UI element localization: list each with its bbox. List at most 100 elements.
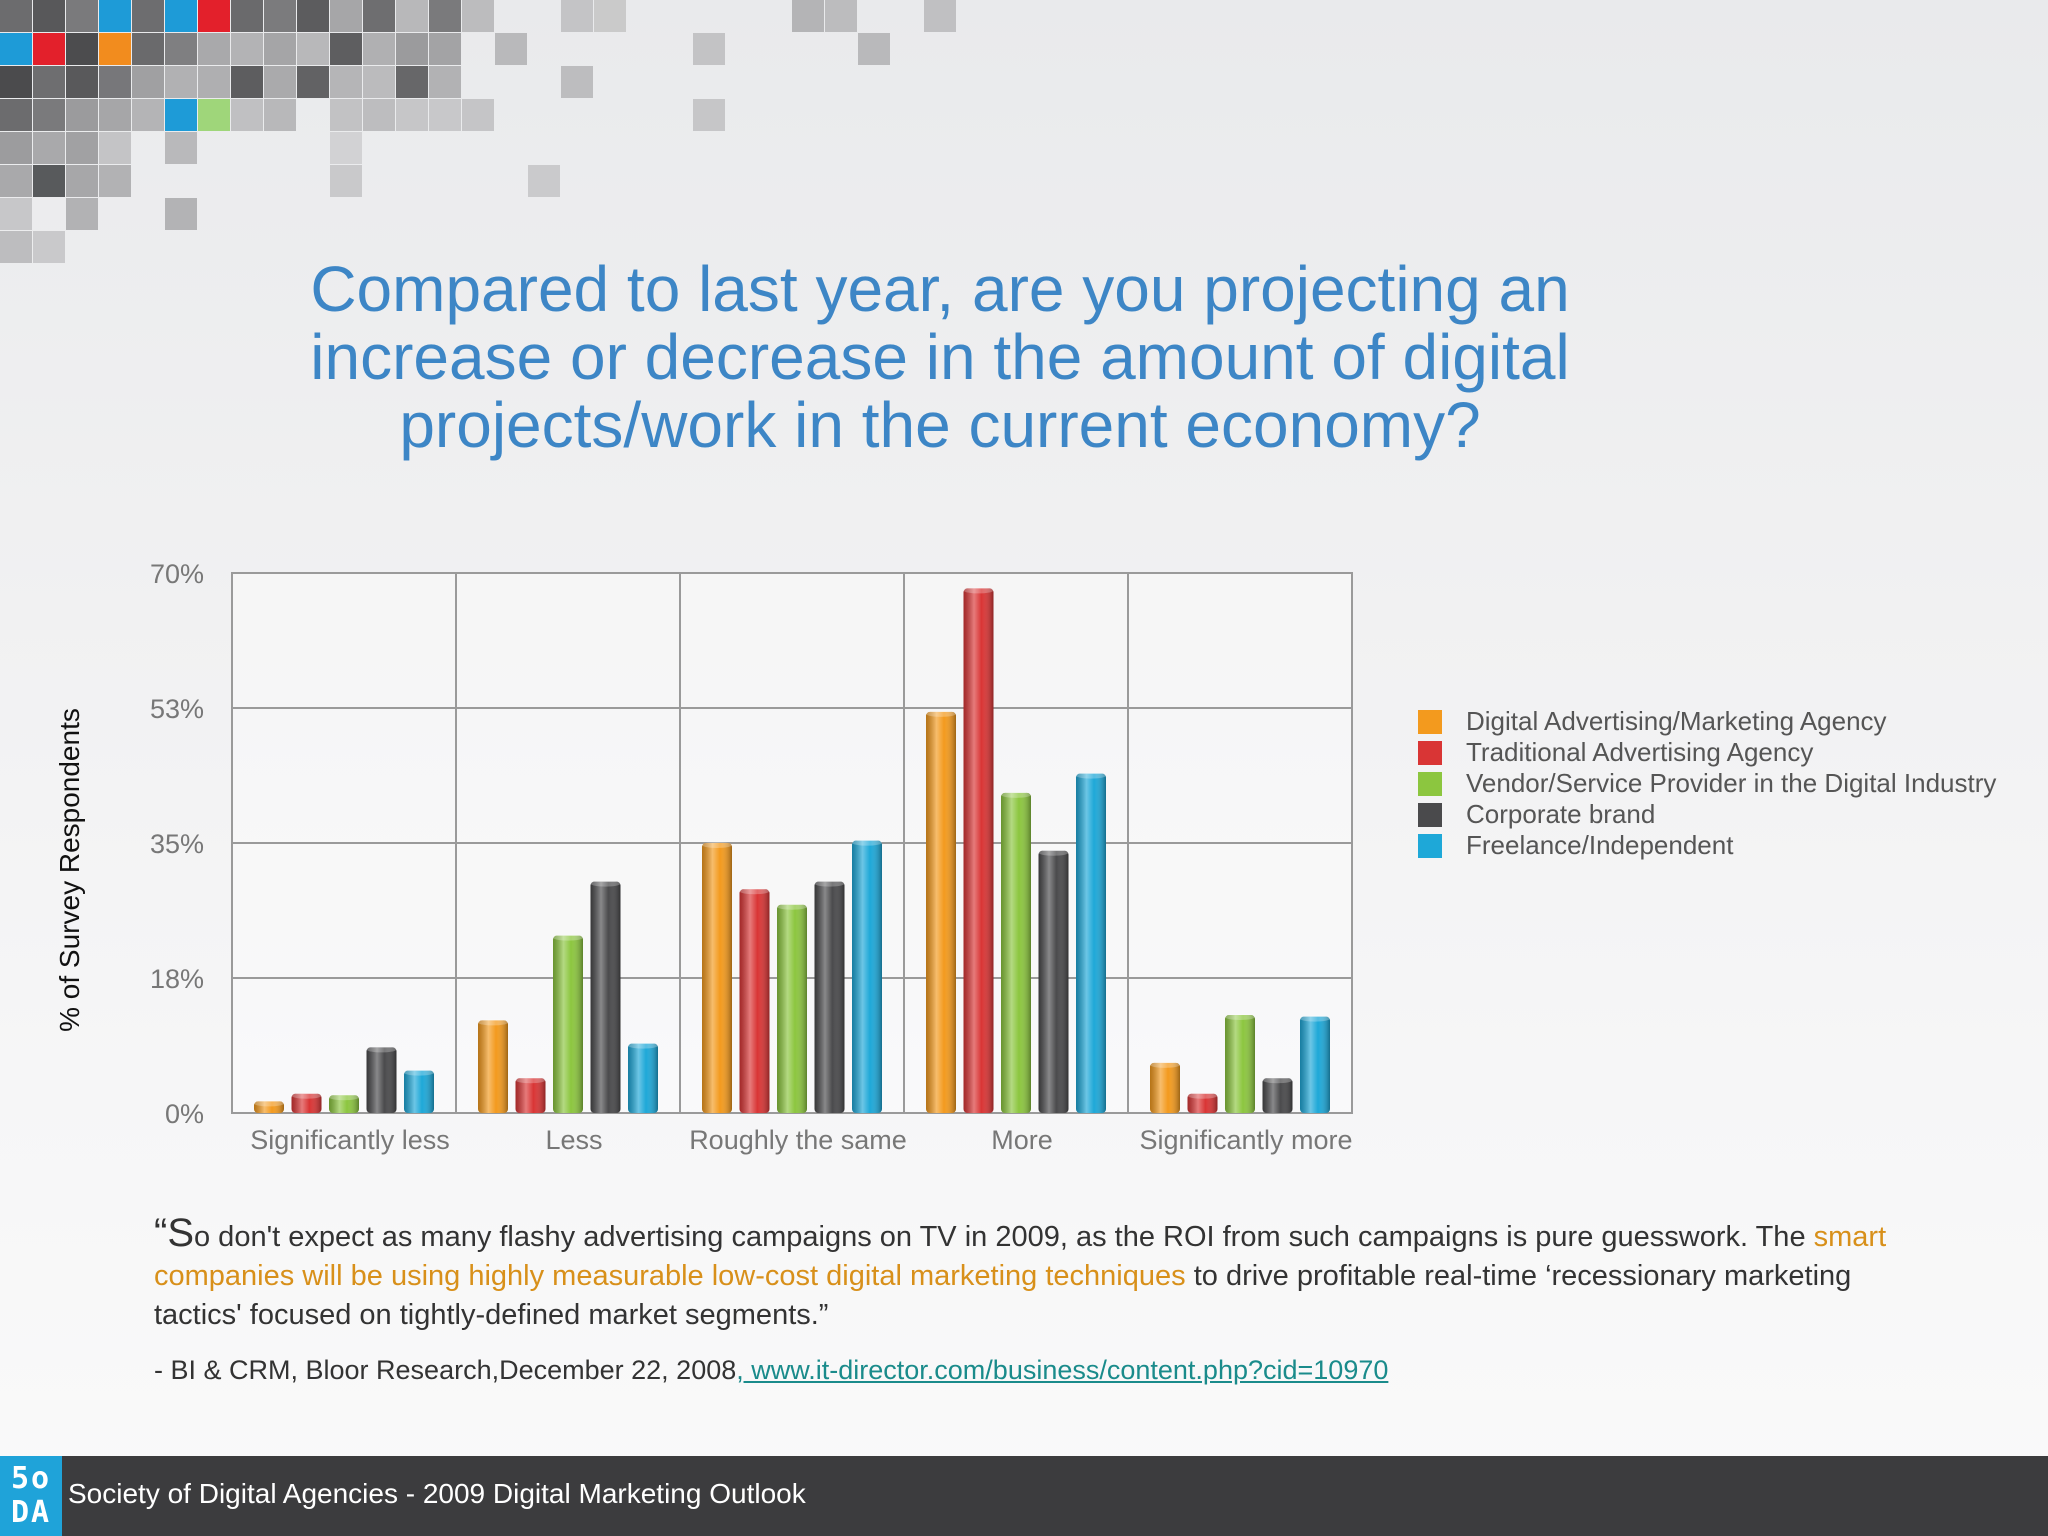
bar-cap xyxy=(1076,772,1106,779)
quote-highlight: smart companies will be using highly mea… xyxy=(154,1221,1887,1292)
y-tick-label: 35% xyxy=(150,829,204,859)
legend-swatch xyxy=(1418,740,1442,765)
mosaic-tile xyxy=(330,99,362,131)
mosaic-tile xyxy=(792,0,824,32)
x-tick-label: Significantly less xyxy=(250,1125,450,1155)
y-tick-label: 70% xyxy=(150,559,204,589)
bar-chart: 0% 18% 35% 53% 70% Significantly less Less Roug… xyxy=(150,559,1353,1155)
mosaic-tile xyxy=(0,99,32,131)
mosaic-tile xyxy=(264,99,296,131)
mosaic-tile xyxy=(363,99,395,131)
mosaic-tile xyxy=(330,66,362,98)
mosaic-tile xyxy=(264,0,296,32)
mosaic-tile xyxy=(33,66,65,98)
soda-logo: 5o DA xyxy=(0,1456,62,1536)
mosaic-tile xyxy=(924,0,956,32)
legend-swatch xyxy=(1418,833,1442,858)
bar-shade xyxy=(329,1095,359,1113)
mosaic-tile xyxy=(0,231,32,263)
mosaic-tile xyxy=(66,33,98,65)
mosaic-tile xyxy=(165,132,197,164)
mosaic-tile xyxy=(66,99,98,131)
mosaic-tile xyxy=(0,33,32,65)
legend-label: Freelance/Independent xyxy=(1466,830,1734,860)
bar-cap xyxy=(329,1094,359,1101)
mosaic-tile xyxy=(165,99,197,131)
legend-swatch xyxy=(1418,709,1442,734)
bar-cap xyxy=(1300,1015,1330,1022)
mosaic-tile xyxy=(231,66,263,98)
mosaic-tile xyxy=(0,66,32,98)
x-tick-label: Roughly the same xyxy=(689,1125,907,1155)
mosaic-tile xyxy=(561,0,593,32)
bar-shade xyxy=(1150,1062,1180,1113)
bar-shade xyxy=(254,1101,284,1113)
mosaic-tile xyxy=(99,66,131,98)
mosaic-tile xyxy=(33,132,65,164)
bar-cap xyxy=(291,1092,322,1099)
bar-cap xyxy=(852,839,882,846)
bar-shade xyxy=(1001,792,1031,1113)
mosaic-tile xyxy=(165,0,197,32)
mosaic-tile xyxy=(99,33,131,65)
bar-shade xyxy=(739,889,770,1113)
bar-cap xyxy=(1187,1092,1218,1099)
mosaic-tile xyxy=(561,66,593,98)
mosaic-tile xyxy=(594,0,626,32)
x-tick-label: Significantly more xyxy=(1139,1125,1352,1155)
mosaic-tile xyxy=(0,165,32,197)
legend-item: Traditional Advertising Agency xyxy=(1418,737,1996,768)
legend-item: Corporate brand xyxy=(1418,799,1996,830)
legend-swatch xyxy=(1418,771,1442,796)
mosaic-tile xyxy=(231,0,263,32)
logo-top-text: 5o xyxy=(10,1461,52,1496)
bar-shade xyxy=(478,1020,508,1113)
bar-shade xyxy=(291,1093,322,1113)
bar-shade xyxy=(702,843,732,1113)
mosaic-tile xyxy=(297,66,329,98)
bar-cap xyxy=(814,880,845,887)
mosaic-tile xyxy=(363,0,395,32)
mosaic-tile xyxy=(33,0,65,32)
quote-source: - BI & CRM, Bloor Research,December 22, … xyxy=(154,1355,1388,1386)
bar-shade xyxy=(553,935,583,1113)
source-link[interactable]: , www.it-director.com/business/content.p… xyxy=(736,1355,1389,1385)
decorative-pixel-mosaic xyxy=(0,0,1400,700)
mosaic-tile xyxy=(231,33,263,65)
mosaic-tile xyxy=(165,66,197,98)
quote-part-1: o don't expect as many flashy advertisin… xyxy=(194,1221,1814,1253)
bar-shade xyxy=(926,711,956,1113)
legend-label: Digital Advertising/Marketing Agency xyxy=(1466,706,1887,736)
mosaic-tile xyxy=(429,0,461,32)
chart-legend: Digital Advertising/Marketing Agency Trad… xyxy=(1418,706,1996,861)
mosaic-tile xyxy=(33,99,65,131)
bar-cap xyxy=(1262,1077,1293,1084)
mosaic-tile xyxy=(462,0,494,32)
bar-cap xyxy=(1001,791,1031,798)
source-citation: - BI & CRM, Bloor Research,December 22, … xyxy=(154,1355,737,1385)
bar-cap xyxy=(777,903,807,910)
bar-shade xyxy=(1187,1093,1218,1113)
mosaic-tile xyxy=(99,165,131,197)
bar-cap xyxy=(1150,1061,1180,1068)
bar-shade xyxy=(366,1047,397,1113)
quote-open: “S xyxy=(154,1211,194,1255)
mosaic-tile xyxy=(825,0,857,32)
mosaic-tile xyxy=(198,33,230,65)
legend-label: Traditional Advertising Agency xyxy=(1466,737,1814,767)
mosaic-tile xyxy=(0,132,32,164)
bar-cap xyxy=(702,842,732,848)
mosaic-tile xyxy=(33,231,65,263)
bar-cap xyxy=(404,1069,434,1076)
mosaic-tile xyxy=(198,0,230,32)
mosaic-tile xyxy=(132,66,164,98)
mosaic-tile xyxy=(330,165,362,197)
mosaic-tile xyxy=(396,0,428,32)
mosaic-tile xyxy=(132,0,164,32)
bar-shade xyxy=(628,1043,658,1113)
mosaic-tile xyxy=(396,66,428,98)
bar-cap xyxy=(590,880,621,887)
bar-cap xyxy=(926,710,956,717)
x-tick-label: More xyxy=(991,1125,1053,1155)
mosaic-tile xyxy=(396,99,428,131)
